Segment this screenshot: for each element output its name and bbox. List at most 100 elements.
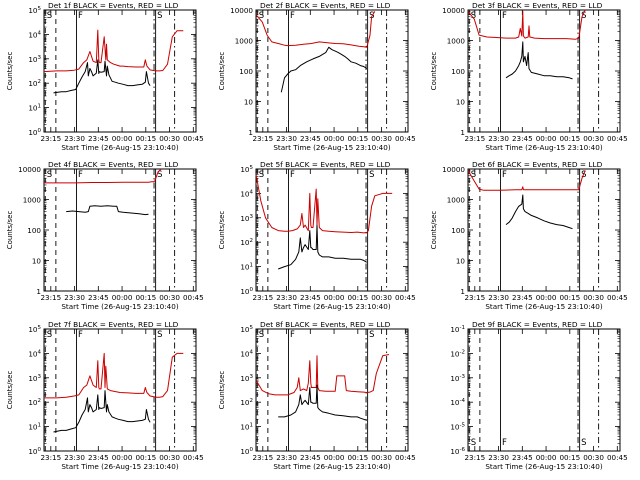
y-tick-label: 100 — [28, 128, 41, 137]
x-tick-label: 00:15 — [559, 453, 580, 462]
x-tick-label: 00:45 — [183, 453, 204, 462]
y-tick-label: 100 — [451, 67, 465, 76]
x-tick-label: 00:30 — [159, 134, 180, 143]
chart-title: Det 1f BLACK = Events, RED = LLD — [48, 1, 179, 10]
y-tick-label: 103 — [28, 55, 41, 64]
plot-frame — [255, 9, 409, 133]
events-series-line — [53, 390, 151, 433]
x-tick-label: 23:15 — [40, 134, 61, 143]
y-axis-label: Counts/sec — [218, 371, 226, 410]
time-marker-label: S — [157, 170, 162, 180]
x-tick-label: 00:30 — [159, 293, 180, 302]
y-axis-label: Counts/sec — [218, 52, 226, 91]
x-tick-label: 00:45 — [183, 134, 204, 143]
x-tick-label: 23:30 — [276, 293, 297, 302]
chart-panel: Det 9f BLACK = Events, RED = LLD 10-6 10-5… — [450, 320, 627, 471]
x-tick-label: 23:30 — [488, 293, 509, 302]
x-axis-label: Start Time (26-Aug-15 23:10:40) — [61, 143, 178, 152]
y-tick-label: 10 — [456, 98, 466, 107]
y-tick-label: 102 — [240, 238, 253, 247]
chart-title: Det 2f BLACK = Events, RED = LLD — [260, 1, 391, 10]
time-marker-label: S — [471, 11, 476, 21]
time-marker-label: S — [259, 170, 264, 180]
y-tick-label: 101 — [28, 423, 41, 432]
plot-frame — [467, 9, 621, 133]
chart-title: Det 9f BLACK = Events, RED = LLD — [472, 320, 603, 329]
x-tick-label: 00:30 — [583, 134, 604, 143]
chart-panel: Det 3f BLACK = Events, RED = LLD 1 10 100 10… — [430, 1, 628, 152]
y-tick-label: 100 — [451, 226, 465, 235]
plot-frame — [467, 168, 621, 292]
y-tick-label: 10000 — [442, 165, 465, 174]
time-marker-label: F — [502, 438, 507, 448]
x-tick-label: 00:15 — [135, 293, 156, 302]
x-tick-label: 23:15 — [40, 453, 61, 462]
time-marker-label: F — [502, 11, 507, 21]
y-tick-label: 1 — [460, 128, 465, 137]
time-marker-label: S — [369, 170, 374, 180]
y-tick-label: 10 — [244, 98, 254, 107]
time-marker-label: S — [47, 170, 52, 180]
lld-series-line — [43, 29, 184, 73]
y-tick-label: 101 — [28, 104, 41, 113]
x-tick-label: 23:45 — [88, 293, 109, 302]
x-axis-label: Start Time (26-Aug-15 23:10:40) — [273, 302, 390, 311]
x-tick-label: 23:30 — [64, 134, 85, 143]
x-tick-label: 00:30 — [371, 453, 392, 462]
y-tick-label: 105 — [28, 6, 41, 15]
x-tick-label: 00:00 — [112, 134, 133, 143]
x-tick-label: 23:45 — [512, 453, 533, 462]
y-tick-label: 103 — [28, 374, 41, 383]
y-tick-label: 10-3 — [450, 374, 465, 383]
time-marker-label: S — [581, 11, 586, 21]
x-tick-label: 00:15 — [135, 453, 156, 462]
x-tick-label: 23:45 — [300, 134, 321, 143]
y-tick-label: 104 — [240, 349, 253, 358]
y-tick-label: 1000 — [447, 37, 466, 46]
y-tick-label: 101 — [240, 423, 253, 432]
x-tick-label: 23:45 — [88, 134, 109, 143]
y-tick-label: 10 — [456, 257, 466, 266]
chart-title: Det 7f BLACK = Events, RED = LLD — [48, 320, 179, 329]
x-tick-label: 23:45 — [300, 293, 321, 302]
x-axis-label: Start Time (26-Aug-15 23:10:40) — [485, 462, 602, 471]
events-series-line — [505, 41, 573, 80]
x-tick-label: 23:15 — [464, 134, 485, 143]
x-tick-label: 00:30 — [583, 293, 604, 302]
x-tick-label: 23:15 — [252, 293, 273, 302]
y-tick-label: 10 — [32, 257, 42, 266]
chart-title: Det 5f BLACK = Events, RED = LLD — [260, 160, 391, 169]
x-tick-label: 23:15 — [464, 453, 485, 462]
events-series-line — [280, 46, 368, 93]
lld-series-line — [255, 174, 393, 234]
x-tick-label: 00:15 — [559, 134, 580, 143]
y-tick-label: 104 — [28, 30, 41, 39]
y-tick-label: 10-4 — [450, 398, 465, 407]
y-tick-label: 102 — [240, 398, 253, 407]
plot-frame — [255, 328, 409, 452]
time-marker-label: S — [47, 11, 52, 21]
x-tick-label: 23:15 — [252, 134, 273, 143]
y-tick-label: 10000 — [442, 6, 465, 15]
y-tick-label: 103 — [240, 214, 253, 223]
time-marker-label: S — [157, 330, 162, 340]
time-marker-label: S — [157, 11, 162, 21]
lld-series-line — [44, 352, 184, 399]
x-tick-label: 00:15 — [135, 134, 156, 143]
time-marker-label: S — [471, 438, 476, 448]
x-tick-label: 00:30 — [371, 293, 392, 302]
y-tick-label: 105 — [28, 325, 41, 334]
chart-panel: Det 6f BLACK = Events, RED = LLD 1 10 100 10… — [430, 160, 628, 311]
x-tick-label: 00:15 — [559, 293, 580, 302]
y-tick-label: 10-6 — [450, 447, 465, 456]
x-tick-label: 23:15 — [464, 293, 485, 302]
y-tick-label: 100 — [239, 67, 253, 76]
y-tick-label: 10000 — [18, 165, 41, 174]
chart-panel: Det 4f BLACK = Events, RED = LLD 1 10 100 10… — [6, 160, 204, 311]
chart-title: Det 3f BLACK = Events, RED = LLD — [472, 1, 603, 10]
time-marker-label: F — [78, 330, 83, 340]
y-tick-label: 100 — [240, 287, 253, 296]
x-axis-label: Start Time (26-Aug-15 23:10:40) — [61, 462, 178, 471]
x-tick-label: 00:45 — [395, 134, 416, 143]
